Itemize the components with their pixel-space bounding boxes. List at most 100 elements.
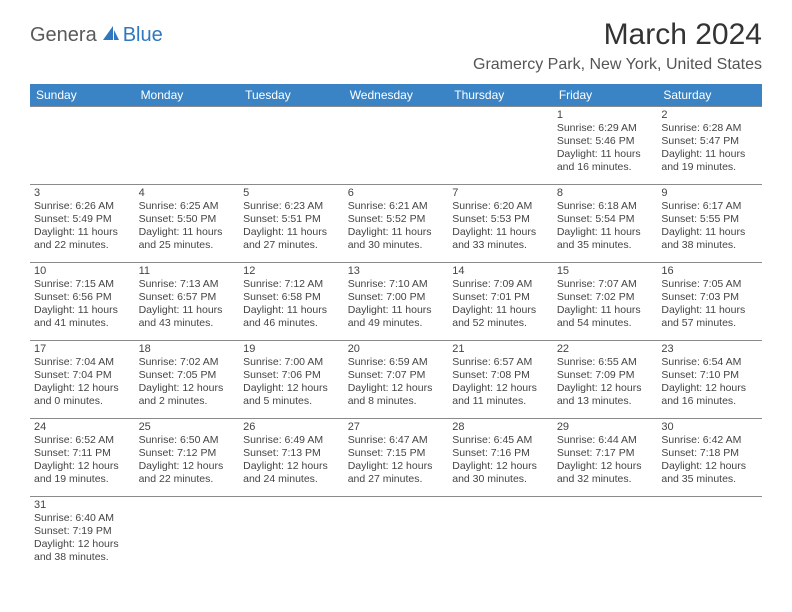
calendar-day-cell: 6Sunrise: 6:21 AMSunset: 5:52 PMDaylight… [344,185,449,263]
sunrise-text: Sunrise: 6:55 AM [557,356,654,369]
day-number: 10 [34,265,131,277]
daylight-line-1: Daylight: 12 hours [139,460,236,473]
sunrise-text: Sunrise: 6:47 AM [348,434,445,447]
logo-text-genera: Genera [30,24,97,47]
sunrise-text: Sunrise: 6:26 AM [34,200,131,213]
day-number: 22 [557,343,654,355]
daylight-line-2: and 22 minutes. [34,239,131,252]
daylight-line-2: and 35 minutes. [557,239,654,252]
day-number: 6 [348,187,445,199]
day-number: 8 [557,187,654,199]
sunset-text: Sunset: 7:10 PM [661,369,758,382]
daylight-line-1: Daylight: 12 hours [557,382,654,395]
day-number: 24 [34,421,131,433]
sunset-text: Sunset: 7:15 PM [348,447,445,460]
daylight-line-1: Daylight: 11 hours [557,226,654,239]
month-title: March 2024 [473,18,762,52]
sunset-text: Sunset: 7:09 PM [557,369,654,382]
daylight-line-1: Daylight: 12 hours [452,460,549,473]
daylight-line-2: and 2 minutes. [139,395,236,408]
sunset-text: Sunset: 5:54 PM [557,213,654,226]
calendar-day-cell: 17Sunrise: 7:04 AMSunset: 7:04 PMDayligh… [30,341,135,419]
day-number: 5 [243,187,340,199]
sunrise-text: Sunrise: 6:20 AM [452,200,549,213]
daylight-line-1: Daylight: 12 hours [243,460,340,473]
sunset-text: Sunset: 5:47 PM [661,135,758,148]
daylight-line-2: and 25 minutes. [139,239,236,252]
daylight-line-2: and 43 minutes. [139,317,236,330]
sunrise-text: Sunrise: 6:21 AM [348,200,445,213]
title-block: March 2024 Gramercy Park, New York, Unit… [473,18,762,74]
daylight-line-1: Daylight: 11 hours [243,226,340,239]
brand-logo: Genera Blue [30,24,163,47]
calendar-page: Genera Blue March 2024 Gramercy Park, Ne… [0,0,792,585]
weekday-tuesday: Tuesday [239,84,344,107]
daylight-line-2: and 49 minutes. [348,317,445,330]
calendar-day-cell: 23Sunrise: 6:54 AMSunset: 7:10 PMDayligh… [657,341,762,419]
calendar-day-cell: 31Sunrise: 6:40 AMSunset: 7:19 PMDayligh… [30,497,135,575]
daylight-line-2: and 38 minutes. [34,551,131,564]
sunset-text: Sunset: 7:19 PM [34,525,131,538]
sunset-text: Sunset: 5:49 PM [34,213,131,226]
sunrise-text: Sunrise: 6:18 AM [557,200,654,213]
daylight-line-1: Daylight: 12 hours [348,460,445,473]
calendar-day-cell: 9Sunrise: 6:17 AMSunset: 5:55 PMDaylight… [657,185,762,263]
daylight-line-2: and 57 minutes. [661,317,758,330]
sunset-text: Sunset: 7:05 PM [139,369,236,382]
calendar-day-cell: 24Sunrise: 6:52 AMSunset: 7:11 PMDayligh… [30,419,135,497]
day-number: 16 [661,265,758,277]
daylight-line-1: Daylight: 11 hours [348,226,445,239]
sunrise-text: Sunrise: 6:42 AM [661,434,758,447]
calendar-day-cell [135,497,240,575]
calendar-week-row: 24Sunrise: 6:52 AMSunset: 7:11 PMDayligh… [30,419,762,497]
sunset-text: Sunset: 7:06 PM [243,369,340,382]
sunrise-text: Sunrise: 6:40 AM [34,512,131,525]
daylight-line-2: and 5 minutes. [243,395,340,408]
calendar-week-row: 31Sunrise: 6:40 AMSunset: 7:19 PMDayligh… [30,497,762,575]
day-number: 21 [452,343,549,355]
day-number: 18 [139,343,236,355]
sunset-text: Sunset: 7:08 PM [452,369,549,382]
sunset-text: Sunset: 7:18 PM [661,447,758,460]
sunset-text: Sunset: 6:56 PM [34,291,131,304]
calendar-day-cell: 4Sunrise: 6:25 AMSunset: 5:50 PMDaylight… [135,185,240,263]
day-number: 29 [557,421,654,433]
daylight-line-1: Daylight: 11 hours [557,304,654,317]
calendar-day-cell: 3Sunrise: 6:26 AMSunset: 5:49 PMDaylight… [30,185,135,263]
day-number: 27 [348,421,445,433]
calendar-body: 1Sunrise: 6:29 AMSunset: 5:46 PMDaylight… [30,107,762,575]
calendar-week-row: 3Sunrise: 6:26 AMSunset: 5:49 PMDaylight… [30,185,762,263]
calendar-day-cell: 20Sunrise: 6:59 AMSunset: 7:07 PMDayligh… [344,341,449,419]
calendar-day-cell: 7Sunrise: 6:20 AMSunset: 5:53 PMDaylight… [448,185,553,263]
calendar-day-cell: 19Sunrise: 7:00 AMSunset: 7:06 PMDayligh… [239,341,344,419]
calendar-day-cell: 14Sunrise: 7:09 AMSunset: 7:01 PMDayligh… [448,263,553,341]
calendar-day-cell [344,107,449,185]
calendar-day-cell [657,497,762,575]
sunrise-text: Sunrise: 6:57 AM [452,356,549,369]
daylight-line-1: Daylight: 11 hours [139,304,236,317]
weekday-wednesday: Wednesday [344,84,449,107]
daylight-line-2: and 54 minutes. [557,317,654,330]
sunset-text: Sunset: 7:13 PM [243,447,340,460]
calendar-day-cell: 15Sunrise: 7:07 AMSunset: 7:02 PMDayligh… [553,263,658,341]
sunset-text: Sunset: 5:52 PM [348,213,445,226]
day-number: 4 [139,187,236,199]
logo-text-blue: Blue [123,24,163,47]
calendar-day-cell [344,497,449,575]
calendar-day-cell: 29Sunrise: 6:44 AMSunset: 7:17 PMDayligh… [553,419,658,497]
sunrise-text: Sunrise: 6:29 AM [557,122,654,135]
sunset-text: Sunset: 7:02 PM [557,291,654,304]
sunrise-text: Sunrise: 7:09 AM [452,278,549,291]
calendar-day-cell: 30Sunrise: 6:42 AMSunset: 7:18 PMDayligh… [657,419,762,497]
daylight-line-2: and 52 minutes. [452,317,549,330]
calendar-day-cell: 18Sunrise: 7:02 AMSunset: 7:05 PMDayligh… [135,341,240,419]
weekday-monday: Monday [135,84,240,107]
daylight-line-1: Daylight: 11 hours [557,148,654,161]
day-number: 14 [452,265,549,277]
daylight-line-2: and 30 minutes. [348,239,445,252]
calendar-day-cell [135,107,240,185]
daylight-line-1: Daylight: 11 hours [243,304,340,317]
day-number: 12 [243,265,340,277]
daylight-line-1: Daylight: 11 hours [34,226,131,239]
calendar-day-cell: 12Sunrise: 7:12 AMSunset: 6:58 PMDayligh… [239,263,344,341]
